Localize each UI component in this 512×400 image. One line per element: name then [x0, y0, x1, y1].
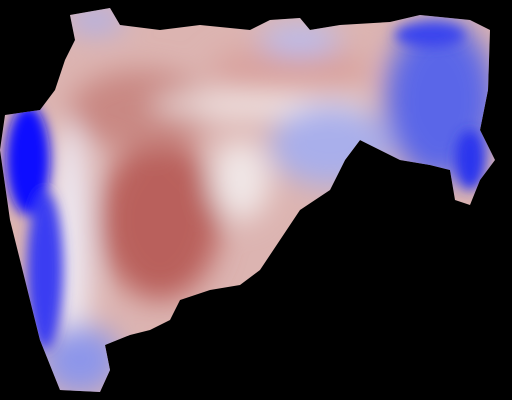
coastal-field: [6, 23, 485, 350]
warm-north: [70, 70, 210, 150]
ghats-band: [50, 120, 90, 380]
coast-south: [27, 190, 63, 350]
warm-northeast: [210, 45, 370, 95]
warm-core: [100, 140, 220, 300]
east-tip: [455, 130, 485, 190]
cool-northwest: [65, 8, 125, 32]
cool-north: [260, 25, 340, 55]
coast-north: [6, 105, 50, 215]
cool-south: [40, 325, 120, 392]
neutral-patch: [210, 140, 270, 220]
north-east-edge: [395, 23, 465, 47]
